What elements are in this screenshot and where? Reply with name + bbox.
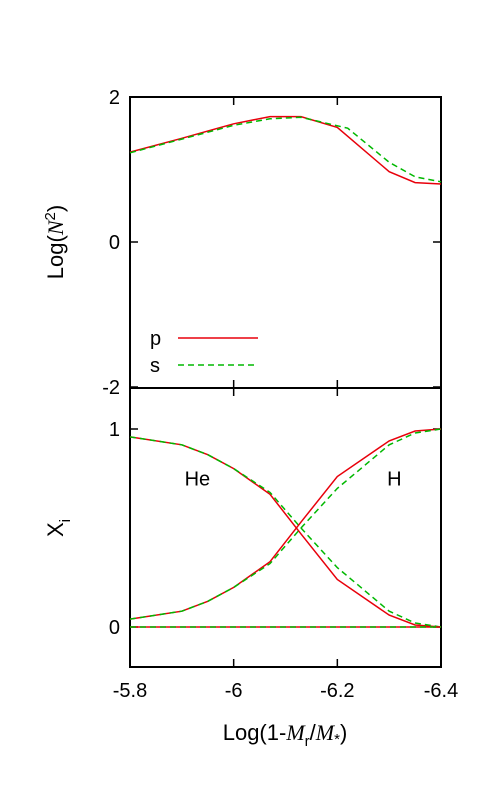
series-line xyxy=(129,436,442,628)
x-tick-label: -6.4 xyxy=(424,680,458,702)
y-tick-label: 1 xyxy=(109,419,120,441)
x-tick-label: -6 xyxy=(225,680,243,702)
y-tick-label: -2 xyxy=(102,377,120,399)
x-axis-title: Log(1-Mr/M*) xyxy=(223,720,348,750)
y-tick-label: 2 xyxy=(109,87,120,109)
top-ticks: 2 0 -2 xyxy=(102,87,442,399)
bottom-series xyxy=(129,428,442,628)
series-line xyxy=(129,428,442,620)
bottom-y-axis-title: Xi xyxy=(43,519,74,537)
legend-label-p: p xyxy=(150,328,161,350)
annotation-h: H xyxy=(387,469,401,491)
x-tick-label: -6.2 xyxy=(320,680,354,702)
series-line xyxy=(129,428,442,620)
y-tick-label: 0 xyxy=(109,232,120,254)
annotation-he: He xyxy=(185,469,211,491)
bottom-plot-frame xyxy=(129,387,442,668)
top-series xyxy=(129,115,442,185)
series-line xyxy=(129,436,442,628)
legend: p s xyxy=(150,328,258,377)
legend-label-s: s xyxy=(150,355,160,377)
x-tick-label: -5.8 xyxy=(113,680,147,702)
series-line xyxy=(129,116,442,183)
y-tick-label: 0 xyxy=(109,617,120,639)
top-y-axis-title: Log(N2) xyxy=(42,205,68,279)
